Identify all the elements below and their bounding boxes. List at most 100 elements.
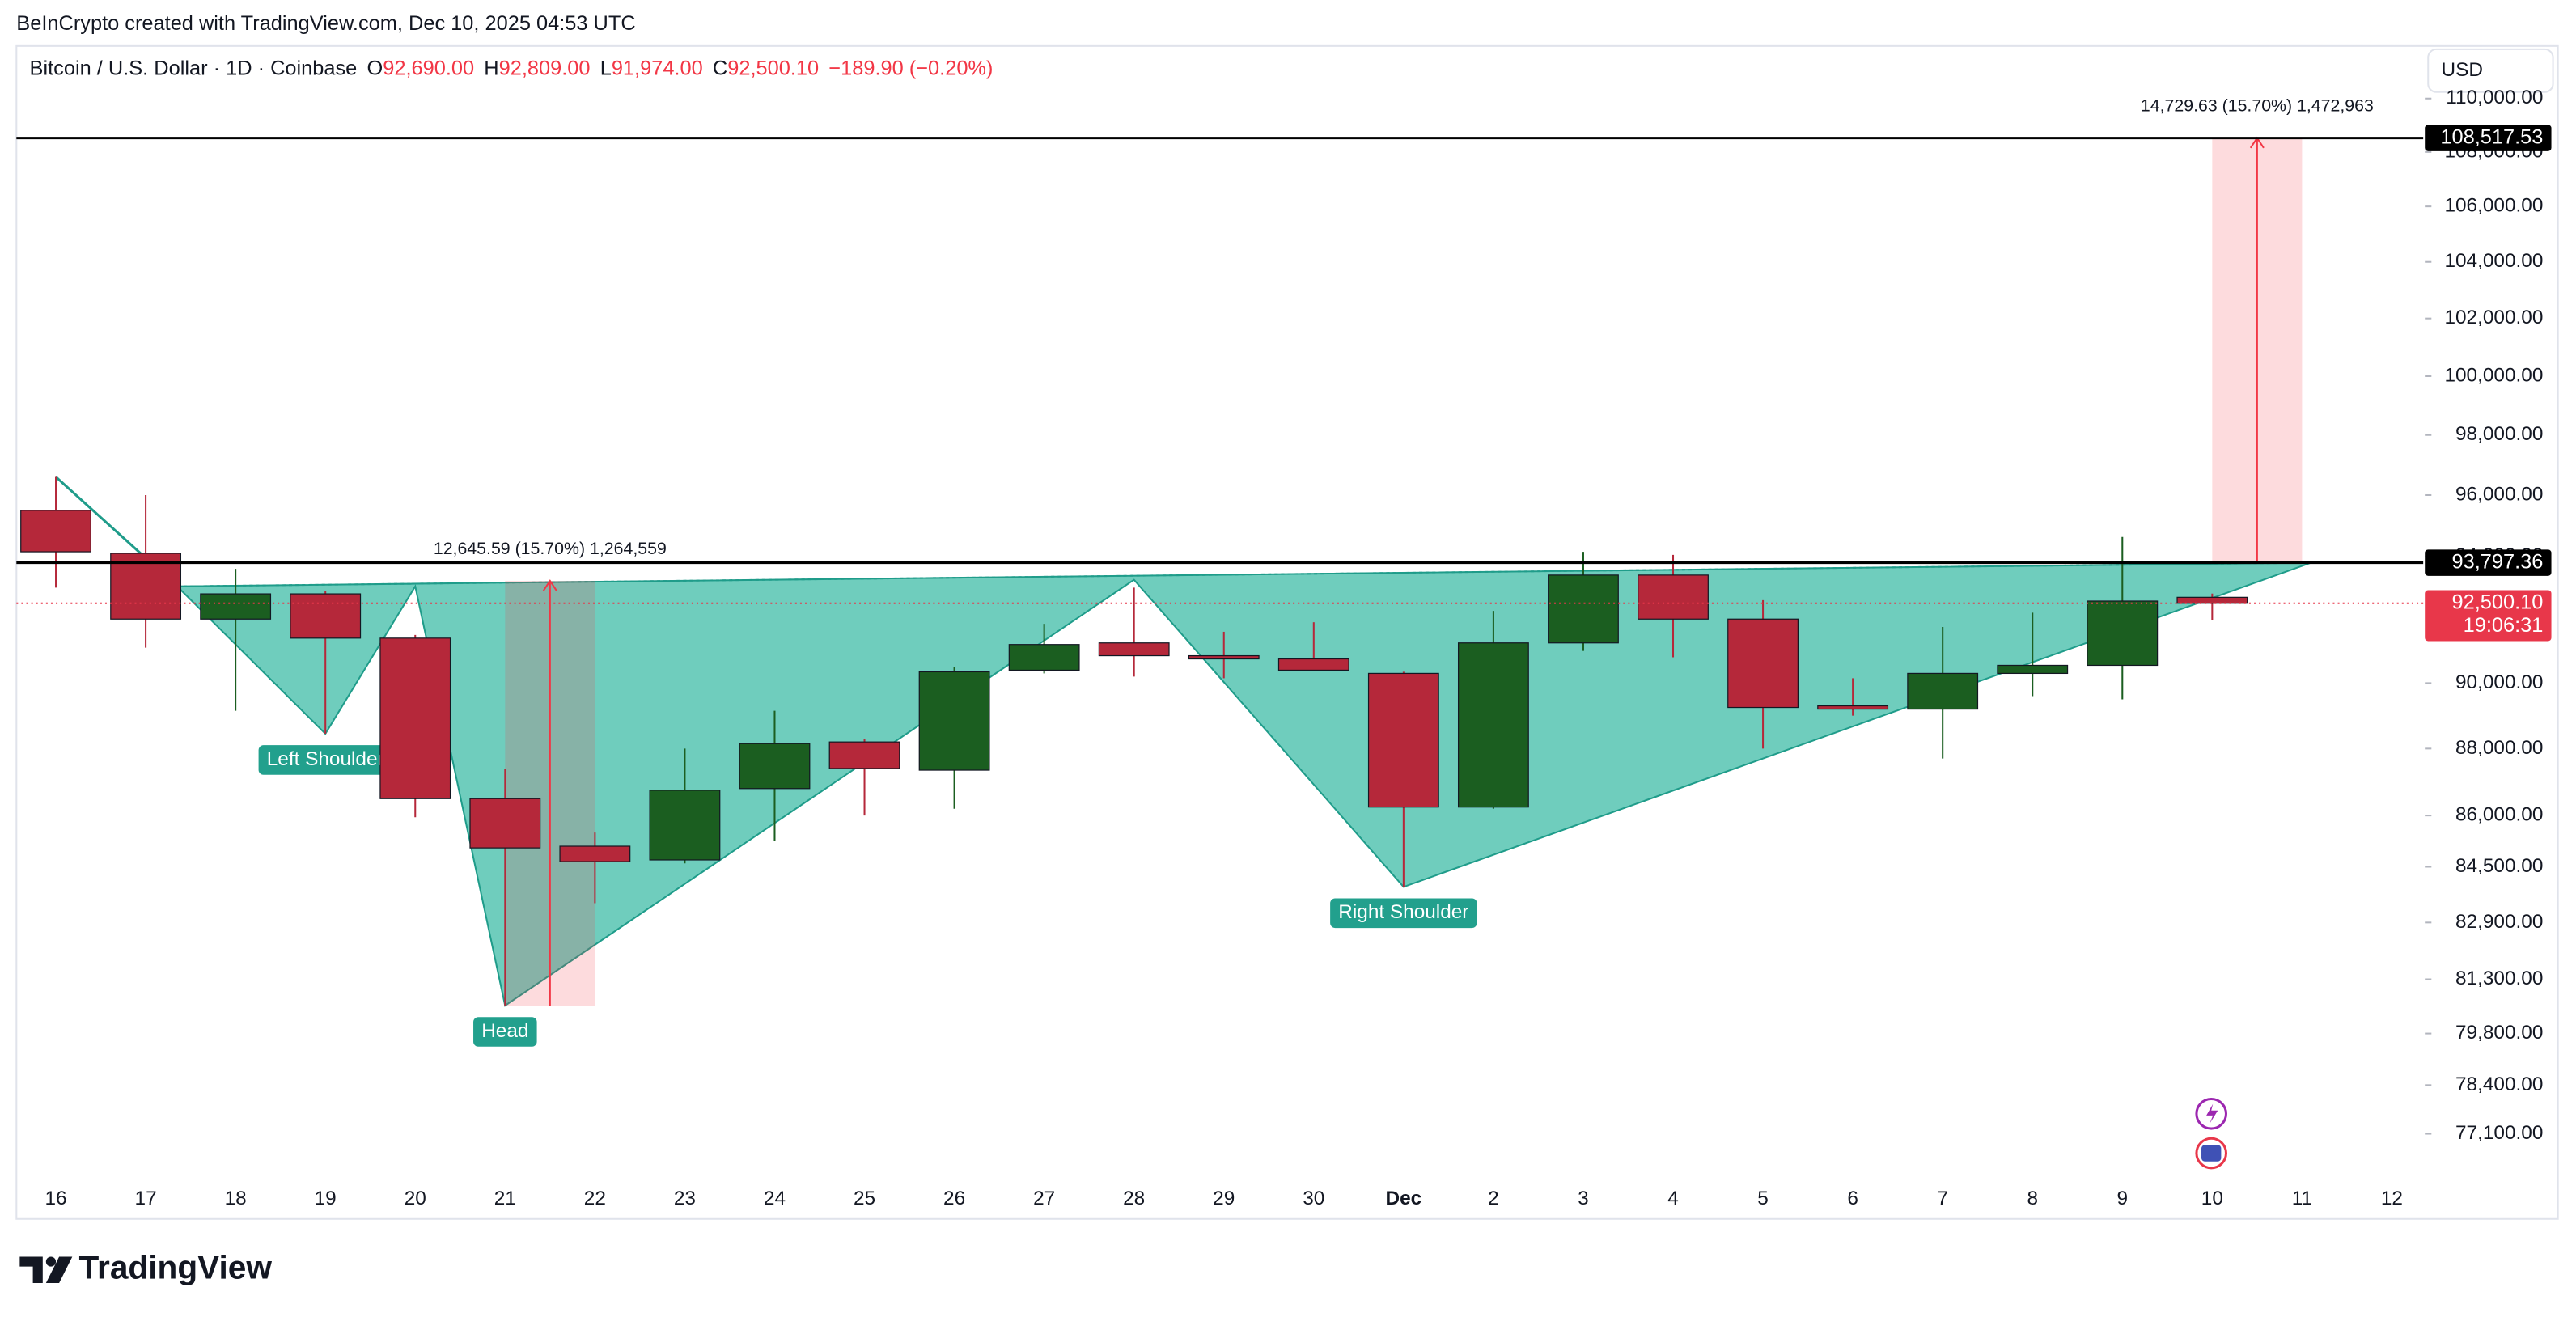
currency-button[interactable]: [2427, 48, 2554, 93]
candle-body: [1098, 642, 1170, 657]
last-price-label: 92,500.10: [2451, 591, 2543, 613]
legend-item: −189.90 (−0.20%): [828, 57, 993, 79]
legend-item: 92,690.00: [383, 57, 474, 79]
x-tick-label: 26: [943, 1188, 965, 1209]
y-tick-label: 84,500.00: [2455, 855, 2543, 877]
pattern-label: Right Shoulder: [1330, 898, 1477, 929]
x-tick-label: 3: [1578, 1188, 1589, 1209]
y-tick-label: 90,000.00: [2455, 671, 2543, 693]
legend-item: 91,974.00: [612, 57, 703, 79]
candle-body: [2087, 600, 2159, 667]
legend-item: C: [713, 57, 727, 79]
neckline: [176, 561, 2311, 587]
last-price-tag: [2425, 590, 2552, 642]
x-tick-label: 24: [764, 1188, 786, 1209]
level-tag: [2425, 549, 2552, 576]
y-tick-label: 100,000.00: [2444, 364, 2543, 386]
measure-label: 14,729.63 (15.70%) 1,472,963: [2141, 96, 2374, 116]
x-tick-label: 11: [2292, 1188, 2312, 1209]
legend-item: 92,809.00: [499, 57, 591, 79]
y-tick-label: 88,000.00: [2455, 737, 2543, 759]
x-tick-label: 12: [2381, 1188, 2403, 1209]
candle-body: [918, 671, 990, 771]
y-tick-label: 78,400.00: [2455, 1074, 2543, 1095]
x-tick-label: 19: [315, 1188, 337, 1209]
pane-border: [15, 44, 2559, 1220]
x-tick-label: 28: [1123, 1188, 1145, 1209]
measure-label: 12,645.59 (15.70%) 1,264,559: [434, 539, 667, 558]
logo-mark: [19, 1256, 43, 1283]
icon: [2201, 1145, 2222, 1162]
y-tick-label: 96,000.00: [2455, 483, 2543, 505]
candle-body: [1008, 644, 1080, 671]
x-tick-label: 20: [405, 1188, 426, 1209]
pattern-label-box: [258, 745, 392, 775]
candle-body: [1548, 574, 1619, 644]
candle-body: [1907, 672, 1979, 710]
x-tick-label: 18: [225, 1188, 247, 1209]
legend-item: O: [366, 57, 383, 79]
candle-body: [1367, 672, 1439, 808]
legend-item: Bitcoin / U.S. Dollar · 1D · Coinbase: [30, 57, 358, 79]
x-tick-label: 22: [584, 1188, 606, 1209]
x-tick-label: 4: [1667, 1188, 1679, 1209]
candle-body: [1817, 705, 1889, 710]
candle-body: [200, 593, 272, 620]
candle-body: [2176, 596, 2248, 604]
countdown-label: 19:06:31: [2464, 614, 2544, 637]
pattern-label: Left Shoulder: [258, 745, 392, 775]
pattern-label-box: [473, 1017, 537, 1047]
legend-item: H: [484, 57, 498, 79]
event-icons: [2195, 1098, 2228, 1170]
legend-item: L: [600, 57, 612, 79]
x-tick-label: 25: [854, 1188, 875, 1209]
candle-body: [1727, 618, 1799, 709]
y-tick-label: 102,000.00: [2444, 307, 2543, 328]
header-text: BeInCrypto created with TradingView.com,…: [16, 12, 635, 35]
x-tick-label: 7: [1937, 1188, 1948, 1209]
icon: [2206, 1103, 2218, 1124]
x-tick-label: 9: [2117, 1188, 2129, 1209]
brand: TradingView: [78, 1248, 272, 1285]
y-tick-label: 104,000.00: [2444, 250, 2543, 272]
x-tick-label: 5: [1757, 1188, 1769, 1209]
tradingview-logo: TradingView: [19, 1248, 272, 1285]
x-tick-label: 23: [674, 1188, 696, 1209]
candle-body: [1997, 664, 2069, 675]
candle-body: [290, 593, 362, 639]
candle-body: [559, 845, 631, 862]
candle-body: [110, 553, 182, 620]
y-tick-label: 77,100.00: [2455, 1122, 2543, 1144]
currency-label[interactable]: USD: [2441, 59, 2482, 81]
pattern-label-text: Left Shoulder: [267, 748, 384, 770]
candle-body: [649, 790, 721, 861]
level-tag-label: 108,517.53: [2440, 125, 2543, 148]
logo-mark: [45, 1256, 57, 1267]
x-tick-label: 21: [494, 1188, 516, 1209]
candle-body: [1638, 574, 1709, 620]
x-tick-label: 6: [1847, 1188, 1858, 1209]
y-tick-label: 79,800.00: [2455, 1022, 2543, 1044]
logo-mark: [45, 1256, 73, 1283]
x-tick-label: 16: [44, 1188, 66, 1209]
x-tick-label: 17: [135, 1188, 157, 1209]
x-tick-label: 27: [1033, 1188, 1055, 1209]
legend: Bitcoin / U.S. Dollar · 1D · Coinbase O92…: [30, 57, 994, 79]
x-tick-label: Dec: [1386, 1188, 1422, 1209]
x-tick-label: 10: [2201, 1188, 2223, 1209]
y-tick-label: 82,900.00: [2455, 911, 2543, 933]
candle-body: [828, 741, 900, 769]
y-tick-label: 106,000.00: [2444, 195, 2543, 217]
legend-item: 92,500.10: [727, 57, 819, 79]
y-tick-label: 86,000.00: [2455, 804, 2543, 826]
x-tick-label: 29: [1213, 1188, 1235, 1209]
x-tick-label: 30: [1303, 1188, 1324, 1209]
pattern-label-text: Head: [481, 1020, 528, 1042]
measure-arrowhead: [542, 579, 557, 591]
x-tick-label: 8: [2027, 1188, 2038, 1209]
candle-body: [20, 510, 91, 553]
level-tag-label: 93,797.36: [2451, 550, 2543, 573]
candle-body: [739, 743, 811, 790]
